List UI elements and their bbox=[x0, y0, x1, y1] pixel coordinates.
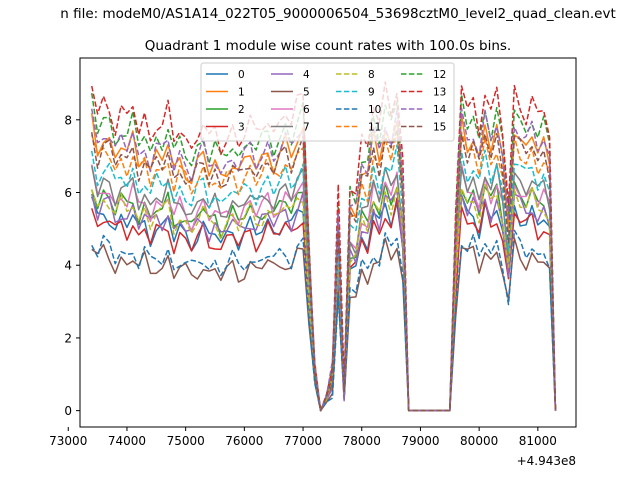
legend-label-12: 12 bbox=[433, 69, 446, 81]
legend-label-13: 13 bbox=[433, 87, 446, 99]
series-line-10 bbox=[91, 229, 557, 412]
legend-label-9: 9 bbox=[368, 87, 375, 99]
legend-label-10: 10 bbox=[368, 104, 381, 116]
x-tick-label-73000: 73000 bbox=[49, 434, 87, 448]
legend-box bbox=[200, 62, 455, 142]
legend-label-7: 7 bbox=[303, 122, 310, 134]
y-tick-label-4: 4 bbox=[64, 259, 72, 273]
series-lines bbox=[90, 81, 557, 412]
x-tick-label-76000: 76000 bbox=[225, 434, 263, 448]
figure-suptitle: n file: modeM0/AS1A14_022T05_9000006504_… bbox=[60, 6, 616, 22]
y-tick-label-0: 0 bbox=[64, 404, 72, 418]
legend-label-11: 11 bbox=[368, 122, 381, 134]
legend-label-4: 4 bbox=[303, 69, 310, 81]
y-tick-label-8: 8 bbox=[64, 113, 72, 127]
legend-label-0: 0 bbox=[238, 69, 245, 81]
axes-frame bbox=[79, 57, 577, 428]
series-line-11 bbox=[91, 129, 557, 412]
legend-label-5: 5 bbox=[303, 87, 310, 99]
legend-label-8: 8 bbox=[368, 69, 375, 81]
x-tick-label-75000: 75000 bbox=[167, 434, 205, 448]
x-tick-label-79000: 79000 bbox=[401, 434, 439, 448]
series-line-2 bbox=[91, 181, 557, 412]
legend-label-14: 14 bbox=[433, 104, 447, 116]
chart-title: Quadrant 1 module wise count rates with … bbox=[145, 38, 511, 54]
x-tick-label-80000: 80000 bbox=[460, 434, 498, 448]
x-tick-label-74000: 74000 bbox=[108, 434, 146, 448]
series-line-8 bbox=[91, 183, 557, 412]
legend-label-2: 2 bbox=[238, 104, 245, 116]
series-line-12 bbox=[90, 93, 557, 412]
series-line-4 bbox=[91, 189, 557, 412]
legend-label-1: 1 bbox=[238, 87, 245, 99]
legend-label-15: 15 bbox=[433, 122, 446, 134]
legend-label-3: 3 bbox=[238, 122, 245, 134]
series-line-14 bbox=[91, 107, 557, 412]
x-offset-label: +4.943e8 bbox=[517, 454, 576, 468]
x-tick-label-77000: 77000 bbox=[284, 434, 322, 448]
x-tick-label-78000: 78000 bbox=[343, 434, 381, 448]
y-tick-label-2: 2 bbox=[64, 331, 72, 345]
series-line-15 bbox=[90, 128, 557, 412]
y-tick-label-6: 6 bbox=[64, 186, 72, 200]
x-tick-label-81000: 81000 bbox=[519, 434, 557, 448]
axis-ticks: 73000 74000 75000 76000 77000 78000 79000 80000… bbox=[49, 113, 557, 448]
legend-label-6: 6 bbox=[303, 104, 310, 116]
